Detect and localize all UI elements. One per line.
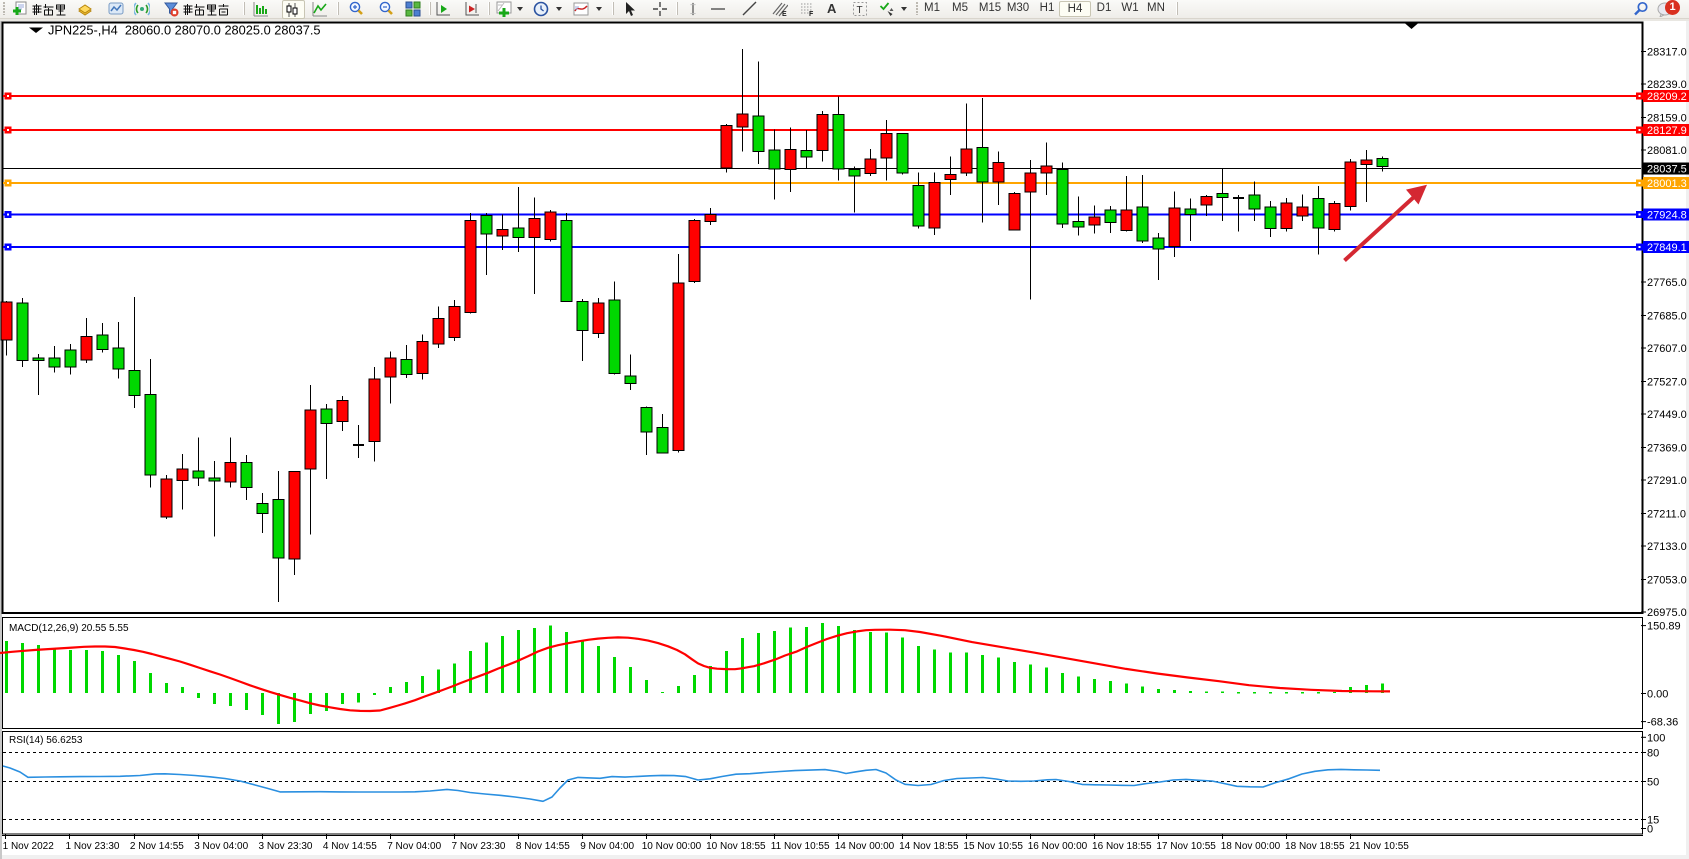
svg-text:28037.5: 28037.5: [1647, 164, 1687, 176]
svg-text:1 Nov 23:30: 1 Nov 23:30: [66, 841, 120, 852]
svg-text:0.00: 0.00: [1647, 689, 1668, 701]
svg-text:21 Nov 10:55: 21 Nov 10:55: [1349, 841, 1409, 852]
svg-text:JPN225-,H4 28060.0 28070.0 28: JPN225-,H4 28060.0 28070.0 28025.0 28037…: [48, 23, 321, 38]
svg-text:27685.0: 27685.0: [1647, 311, 1687, 323]
svg-text:16 Nov 18:55: 16 Nov 18:55: [1092, 841, 1152, 852]
svg-text:18 Nov 00:00: 18 Nov 00:00: [1221, 841, 1281, 852]
svg-text:28127.9: 28127.9: [1647, 125, 1687, 137]
svg-text:28239.0: 28239.0: [1647, 79, 1687, 91]
svg-text:28317.0: 28317.0: [1647, 47, 1687, 59]
svg-text:17 Nov 10:55: 17 Nov 10:55: [1156, 841, 1216, 852]
svg-text:28209.2: 28209.2: [1647, 91, 1687, 103]
svg-text:4 Nov 14:55: 4 Nov 14:55: [323, 841, 377, 852]
svg-text:-68.36: -68.36: [1647, 717, 1678, 729]
svg-text:7 Nov 04:00: 7 Nov 04:00: [387, 841, 441, 852]
svg-text:50: 50: [1647, 777, 1659, 789]
svg-text:10 Nov 18:55: 10 Nov 18:55: [706, 841, 766, 852]
svg-text:26975.0: 26975.0: [1647, 607, 1687, 619]
svg-text:16 Nov 00:00: 16 Nov 00:00: [1028, 841, 1088, 852]
svg-text:3 Nov 23:30: 3 Nov 23:30: [259, 841, 313, 852]
svg-text:7 Nov 23:30: 7 Nov 23:30: [452, 841, 506, 852]
svg-text:80: 80: [1647, 748, 1659, 760]
svg-text:11 Nov 10:55: 11 Nov 10:55: [771, 841, 830, 852]
svg-text:27291.0: 27291.0: [1647, 475, 1687, 487]
svg-text:RSI(14) 56.6253: RSI(14) 56.6253: [9, 735, 83, 746]
svg-text:8 Nov 14:55: 8 Nov 14:55: [516, 841, 570, 852]
svg-text:0: 0: [1647, 824, 1653, 836]
svg-text:15 Nov 10:55: 15 Nov 10:55: [963, 841, 1023, 852]
svg-text:E: E: [782, 11, 787, 17]
svg-text:9 Nov 04:00: 9 Nov 04:00: [580, 841, 634, 852]
svg-text:27369.0: 27369.0: [1647, 443, 1687, 455]
svg-text:27449.0: 27449.0: [1647, 409, 1687, 421]
svg-text:MACD(12,26,9) 20.55 5.55: MACD(12,26,9) 20.55 5.55: [9, 623, 129, 634]
svg-text:10 Nov 00:00: 10 Nov 00:00: [642, 841, 702, 852]
svg-text:27849.1: 27849.1: [1647, 242, 1687, 254]
svg-text:18 Nov 18:55: 18 Nov 18:55: [1285, 841, 1345, 852]
svg-text:T: T: [857, 5, 863, 16]
svg-text:27765.0: 27765.0: [1647, 277, 1687, 289]
svg-text:14 Nov 00:00: 14 Nov 00:00: [835, 841, 895, 852]
svg-text:27527.0: 27527.0: [1647, 377, 1687, 389]
svg-text:28081.0: 28081.0: [1647, 145, 1687, 157]
svg-text:F: F: [809, 11, 814, 17]
svg-text:2 Nov 14:55: 2 Nov 14:55: [130, 841, 184, 852]
svg-text:27607.0: 27607.0: [1647, 343, 1687, 355]
svg-text:27133.0: 27133.0: [1647, 541, 1687, 553]
svg-text:100: 100: [1647, 732, 1665, 744]
svg-text:15: 15: [1647, 815, 1659, 827]
svg-text:28159.0: 28159.0: [1647, 113, 1687, 125]
svg-text:28001.3: 28001.3: [1647, 178, 1687, 190]
svg-text:27211.0: 27211.0: [1647, 509, 1686, 521]
svg-text:27924.8: 27924.8: [1647, 210, 1687, 222]
svg-text:27053.0: 27053.0: [1647, 575, 1687, 587]
svg-text:150.89: 150.89: [1647, 621, 1681, 633]
svg-text:1 Nov 2022: 1 Nov 2022: [3, 841, 55, 852]
svg-text:3 Nov 04:00: 3 Nov 04:00: [194, 841, 248, 852]
svg-text:14 Nov 18:55: 14 Nov 18:55: [899, 841, 959, 852]
